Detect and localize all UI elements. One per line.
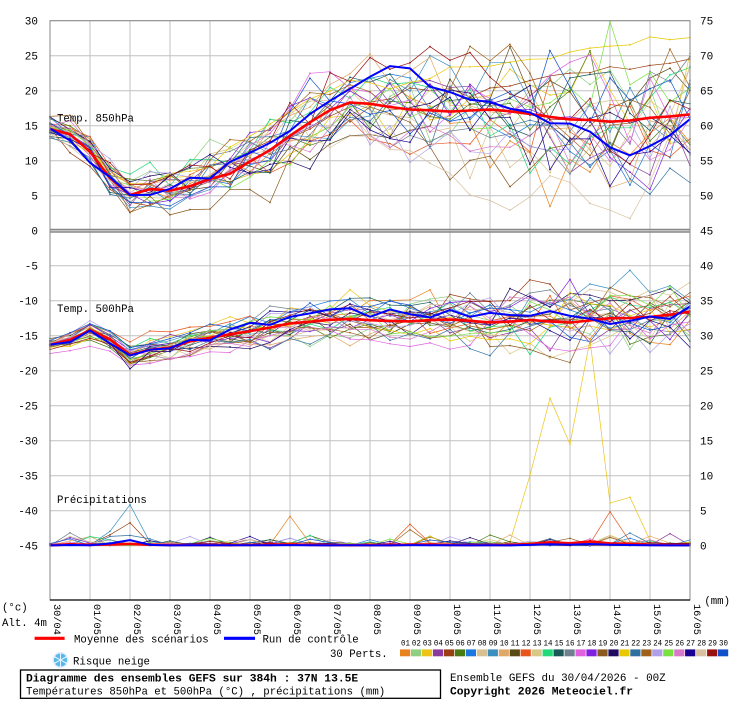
- svg-text:04/05: 04/05: [210, 604, 222, 635]
- svg-text:(mm): (mm): [704, 596, 730, 608]
- svg-text:50: 50: [700, 191, 713, 203]
- svg-text:60: 60: [700, 121, 713, 133]
- svg-text:14/05: 14/05: [610, 604, 622, 635]
- svg-text:17: 17: [577, 639, 586, 649]
- svg-text:45: 45: [700, 226, 713, 238]
- svg-text:24: 24: [653, 639, 662, 649]
- svg-text:Diagramme des ensembles GEFS s: Diagramme des ensembles GEFS sur 384h : …: [26, 674, 358, 686]
- svg-text:28: 28: [697, 639, 706, 649]
- svg-text:19: 19: [598, 639, 607, 649]
- svg-text:Copyright 2026 Meteociel.fr: Copyright 2026 Meteociel.fr: [450, 687, 633, 699]
- svg-text:23: 23: [642, 639, 651, 649]
- svg-text:35: 35: [700, 296, 713, 308]
- svg-text:0: 0: [700, 541, 707, 553]
- svg-text:02: 02: [412, 639, 421, 649]
- svg-text:21: 21: [620, 639, 629, 649]
- svg-text:20: 20: [609, 639, 618, 649]
- svg-text:15: 15: [25, 121, 38, 133]
- svg-text:-15: -15: [18, 331, 38, 343]
- svg-text:18: 18: [587, 639, 596, 649]
- svg-text:65: 65: [700, 86, 713, 98]
- svg-text:11: 11: [511, 639, 520, 649]
- svg-text:10/05: 10/05: [450, 604, 462, 635]
- svg-text:03/05: 03/05: [170, 604, 182, 635]
- svg-text:15: 15: [700, 436, 713, 448]
- svg-text:07: 07: [467, 639, 476, 649]
- svg-text:14: 14: [544, 639, 553, 649]
- svg-text:30: 30: [25, 16, 38, 28]
- svg-text:5: 5: [31, 191, 38, 203]
- svg-text:13: 13: [533, 639, 542, 649]
- svg-text:-20: -20: [18, 366, 38, 378]
- svg-text:10: 10: [25, 156, 38, 168]
- svg-text:09: 09: [489, 639, 498, 649]
- svg-text:27: 27: [686, 639, 695, 649]
- svg-text:40: 40: [700, 261, 713, 273]
- svg-text:Ensemble GEFS du 30/04/2026 -: Ensemble GEFS du 30/04/2026 - 00Z: [450, 673, 666, 685]
- svg-text:Moyenne des scénarios: Moyenne des scénarios: [74, 634, 209, 646]
- svg-text:30 Perts.: 30 Perts.: [330, 649, 388, 661]
- svg-text:15/05: 15/05: [650, 604, 662, 635]
- svg-text:30/04: 30/04: [50, 604, 62, 635]
- svg-text:05/05: 05/05: [250, 604, 262, 635]
- svg-text:05: 05: [445, 639, 454, 649]
- svg-text:-30: -30: [18, 436, 38, 448]
- svg-text:Risque neige: Risque neige: [73, 657, 150, 669]
- svg-text:12/05: 12/05: [530, 604, 542, 635]
- svg-text:5: 5: [700, 506, 707, 518]
- svg-text:-35: -35: [18, 471, 38, 483]
- svg-text:75: 75: [700, 16, 713, 28]
- svg-text:01: 01: [401, 639, 410, 649]
- svg-text:Précipitations: Précipitations: [57, 495, 147, 507]
- svg-text:20: 20: [700, 401, 713, 413]
- svg-text:04: 04: [434, 639, 443, 649]
- svg-text:15: 15: [555, 639, 564, 649]
- svg-text:-40: -40: [18, 506, 38, 518]
- svg-text:0: 0: [31, 226, 38, 238]
- svg-text:-25: -25: [18, 401, 38, 413]
- svg-text:09/05: 09/05: [410, 604, 422, 635]
- svg-text:Run de contrôle: Run de contrôle: [263, 634, 359, 646]
- svg-text:25: 25: [700, 366, 713, 378]
- svg-text:70: 70: [700, 51, 713, 63]
- svg-text:(°c): (°c): [2, 603, 28, 615]
- svg-text:02/05: 02/05: [130, 604, 142, 635]
- svg-text:Temp. 500hPa: Temp. 500hPa: [57, 304, 135, 316]
- svg-text:13/05: 13/05: [570, 604, 582, 635]
- svg-text:22: 22: [631, 639, 640, 649]
- svg-text:06: 06: [456, 639, 465, 649]
- svg-text:Temp. 850hPa: Temp. 850hPa: [57, 114, 135, 126]
- svg-text:01/05: 01/05: [90, 604, 102, 635]
- svg-text:10: 10: [700, 471, 713, 483]
- svg-text:08/05: 08/05: [370, 604, 382, 635]
- svg-text:16: 16: [566, 639, 575, 649]
- svg-text:55: 55: [700, 156, 713, 168]
- svg-text:12: 12: [522, 639, 531, 649]
- svg-text:07/05: 07/05: [330, 604, 342, 635]
- svg-text:26: 26: [675, 639, 684, 649]
- svg-text:06/05: 06/05: [290, 604, 302, 635]
- svg-text:30: 30: [700, 331, 713, 343]
- svg-text:-5: -5: [25, 261, 38, 273]
- svg-text:10: 10: [500, 639, 509, 649]
- svg-text:25: 25: [25, 51, 38, 63]
- svg-text:29: 29: [708, 639, 717, 649]
- svg-text:25: 25: [664, 639, 673, 649]
- svg-text:20: 20: [25, 86, 38, 98]
- svg-text:Alt. 4m: Alt. 4m: [2, 618, 47, 630]
- svg-text:-45: -45: [18, 541, 38, 553]
- svg-text:11/05: 11/05: [490, 604, 502, 635]
- svg-text:16/05: 16/05: [690, 604, 702, 635]
- svg-text:-10: -10: [18, 296, 38, 308]
- svg-text:08: 08: [478, 639, 487, 649]
- svg-text:30: 30: [719, 639, 728, 649]
- svg-text:Températures 850hPa et 500hPa: Températures 850hPa et 500hPa (°C) , pré…: [26, 687, 385, 699]
- svg-text:03: 03: [423, 639, 432, 649]
